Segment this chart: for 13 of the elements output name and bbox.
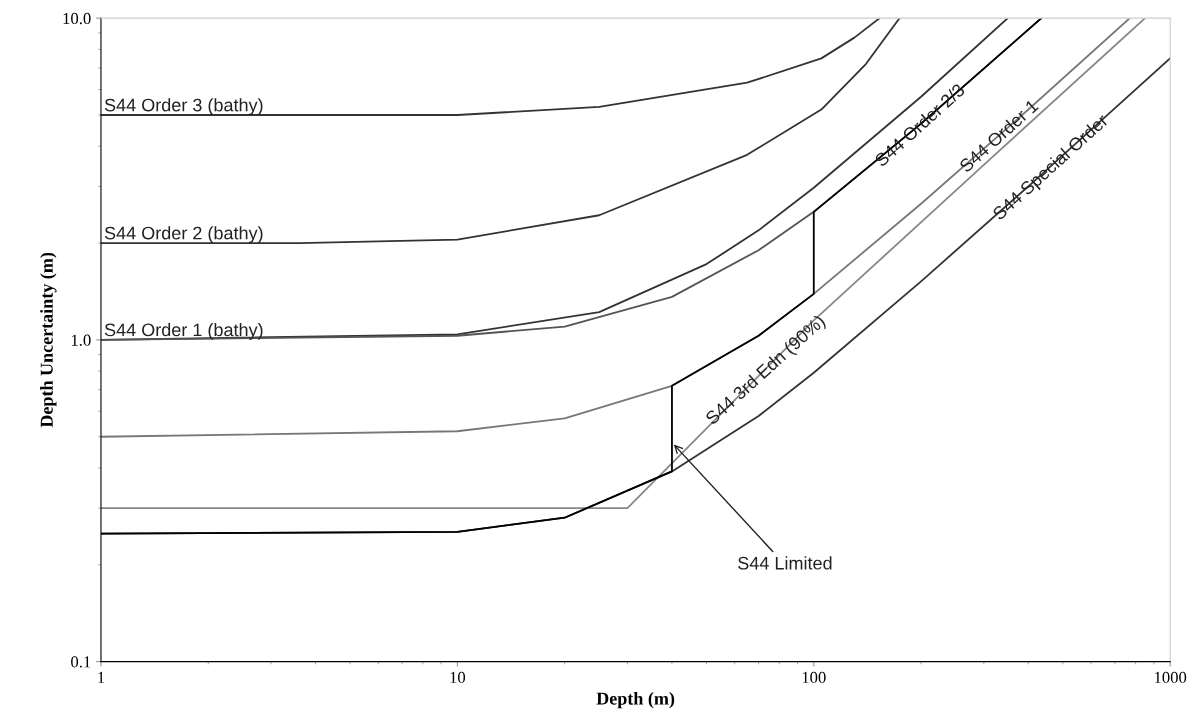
- x-tick-label: 10: [450, 671, 466, 684]
- series-label: S44 Order 3 (bathy): [104, 98, 263, 116]
- y-tick-label: 1.0: [71, 334, 91, 346]
- x-axis-title: Depth (m): [596, 691, 675, 709]
- annotation: S44 Limited: [738, 556, 832, 570]
- y-tick-label: 10.0: [63, 12, 91, 25]
- series-label: S44 Order 1 (bathy): [104, 322, 263, 340]
- y-axis-title: Depth Uncertainty (m): [40, 252, 57, 428]
- x-tick-label: 100: [802, 671, 826, 684]
- x-tick-label: 1000: [1154, 671, 1187, 684]
- series-label: S44 Order 2 (bathy): [104, 226, 263, 244]
- x-tick-label: 1: [98, 671, 105, 683]
- y-tick-label: 0.1: [71, 656, 91, 668]
